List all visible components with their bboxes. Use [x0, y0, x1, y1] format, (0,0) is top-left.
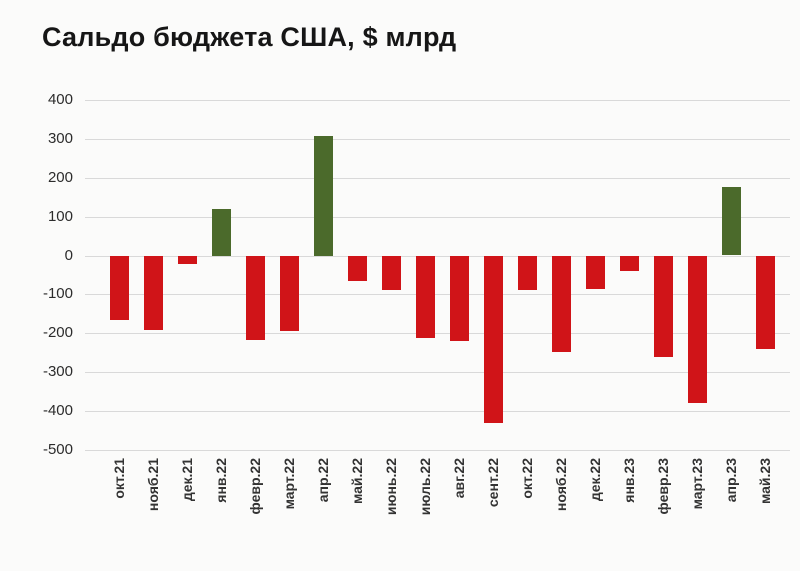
bar-окт.21	[109, 255, 129, 320]
bar-апр.22	[313, 135, 333, 256]
gridline	[85, 294, 790, 296]
bar-дек.21	[177, 255, 197, 264]
bar-дек.22	[585, 255, 605, 289]
x-axis-label: окт.21	[111, 458, 127, 499]
bar-февр.22	[245, 255, 265, 340]
bar-окт.22	[517, 255, 537, 290]
y-axis-tick-label: -100	[42, 285, 73, 303]
x-axis-label: янв.23	[621, 458, 637, 503]
chart-title: Сальдо бюджета США, $ млрд	[42, 22, 457, 52]
x-axis-label: апр.22	[315, 458, 331, 503]
y-axis-tick-label: 0	[64, 246, 73, 264]
y-axis-tick-label: -500	[42, 441, 73, 458]
x-axis-label: дек.22	[587, 458, 603, 502]
y-axis-tick-label: 100	[47, 207, 73, 225]
x-axis-label: авг.22	[451, 458, 467, 499]
x-axis-label: нояб.22	[553, 458, 569, 512]
x-axis-label: март.23	[689, 458, 705, 510]
y-axis-tick-label: 200	[47, 168, 73, 186]
y-axis-tick-label: 300	[47, 129, 73, 147]
bar-янв.23	[619, 255, 639, 271]
x-axis-label: янв.22	[213, 458, 229, 503]
gridline	[85, 333, 790, 335]
budget-balance-chart: 400 300 200 100 0 -100 -200 -300 -400 -500 окт.21 н…	[0, 88, 800, 558]
x-axis-label: нояб.21	[145, 458, 161, 512]
gridline	[85, 177, 790, 179]
x-axis-label: февр.23	[655, 458, 671, 515]
bar-нояб.22	[551, 255, 571, 353]
x-axis-label: март.22	[281, 458, 297, 510]
bar-янв.22	[211, 209, 231, 256]
x-axis-label: февр.22	[247, 458, 263, 515]
y-axis-tick-label: -300	[42, 363, 73, 381]
y-axis-tick-label: -400	[42, 402, 73, 420]
x-axis-label: окт.22	[519, 458, 535, 499]
bar-сент.22	[483, 255, 503, 423]
x-axis-label: июль.22	[417, 458, 433, 516]
bar-март.22	[279, 255, 299, 331]
bar-март.23	[687, 255, 707, 403]
y-axis-tick-label: -200	[42, 324, 73, 342]
bar-авг.22	[449, 255, 469, 342]
bar-май.23	[755, 255, 775, 349]
x-axis-label: май.23	[757, 458, 773, 505]
gridline	[85, 216, 790, 218]
gridline	[85, 138, 790, 140]
plot-area	[85, 100, 790, 451]
x-axis-label: июнь.22	[383, 458, 399, 516]
bar-февр.23	[653, 255, 673, 358]
bar-июль.22	[415, 255, 435, 338]
x-axis-label: сент.22	[485, 458, 501, 508]
x-axis-label: дек.21	[179, 458, 195, 502]
gridline	[85, 100, 790, 101]
gridline	[85, 411, 790, 413]
bar-нояб.21	[143, 255, 163, 330]
x-axis-label: май.22	[349, 458, 365, 505]
y-axis-tick-label: 400	[47, 91, 73, 108]
bar-июнь.22	[381, 255, 401, 291]
gridline	[85, 450, 790, 451]
bar-апр.23	[721, 187, 741, 256]
x-axis-label: апр.23	[723, 458, 739, 503]
gridline	[85, 255, 790, 257]
bar-май.22	[347, 255, 367, 282]
gridline	[85, 372, 790, 374]
